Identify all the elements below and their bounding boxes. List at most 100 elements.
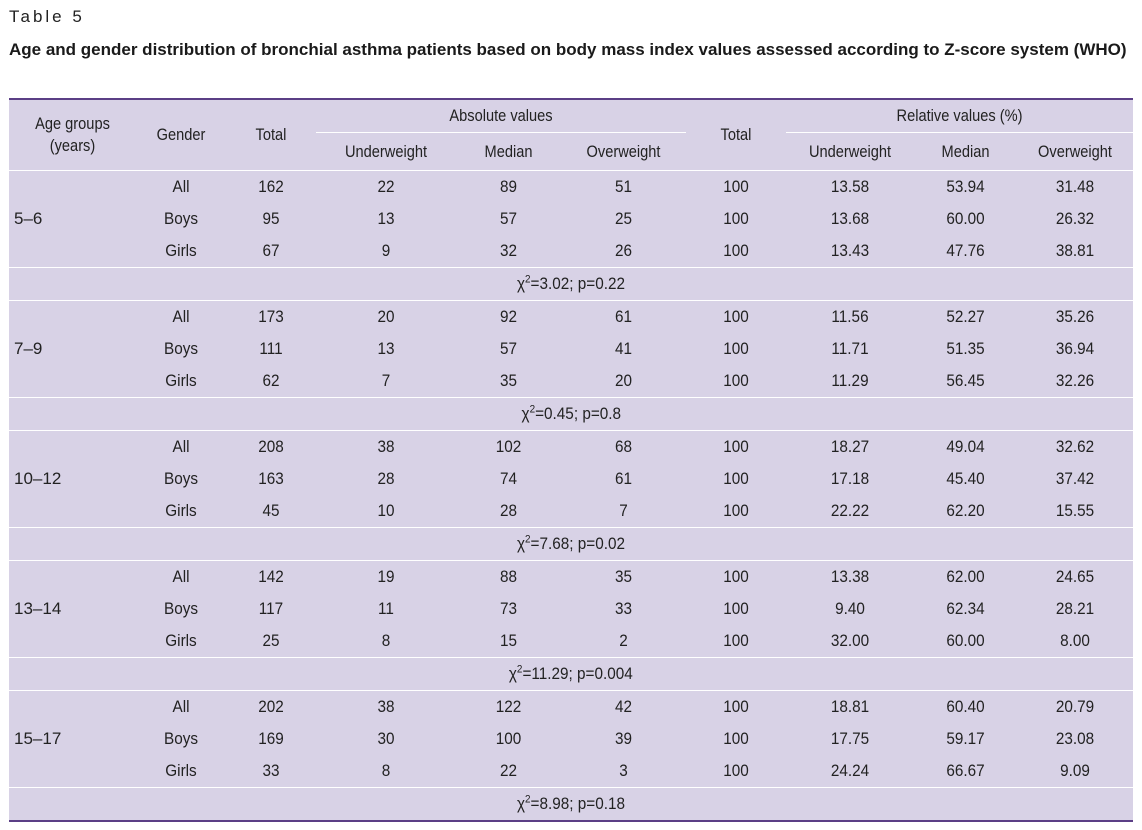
table-cell: 3 xyxy=(619,761,628,780)
chi-square-cell: χ2=0.45; p=0.8 xyxy=(9,397,1134,431)
table-cell: 35.26 xyxy=(1055,307,1095,326)
table-row: 10–12 All 208 38 102 68 100 18.27 49.04 32.62 xyxy=(9,431,1133,488)
p-value: 0.18 xyxy=(595,794,626,813)
p-value: 0.8 xyxy=(599,404,621,423)
header-relative-values: Relative values (%) xyxy=(810,99,1109,133)
table-cell: 100 xyxy=(723,567,749,586)
table-cell: 15 xyxy=(499,631,518,650)
chi-square-value: 11.29 xyxy=(531,664,569,683)
table-body: 5–6 All 162 22 89 51 100 13.58 53.94 31.48 Boys 95 1… xyxy=(9,171,1134,822)
table-row: 13–14 All 142 19 88 35 100 13.38 62.00 24.65 xyxy=(9,561,1133,618)
table-cell: All xyxy=(172,177,190,196)
table-cell: Boys xyxy=(163,729,199,748)
table-cell: 100 xyxy=(723,437,749,456)
table-cell: 42 xyxy=(614,697,633,716)
table-cell: 173 xyxy=(258,307,284,326)
chi-square-value: 8.98 xyxy=(539,794,570,813)
table-cell: 74 xyxy=(499,469,518,488)
table-cell: 62.20 xyxy=(946,501,985,520)
table-cell: 100 xyxy=(723,631,749,650)
table-cell: 33 xyxy=(614,599,633,618)
table-cell: 32.26 xyxy=(1055,371,1095,390)
age-group-cell: 13–14 xyxy=(14,599,62,618)
table-cell: 100 xyxy=(723,177,749,196)
table-cell: 100 xyxy=(723,241,749,260)
table-cell: 53.94 xyxy=(946,177,985,196)
table-cell: 24.65 xyxy=(1055,567,1095,586)
header-overweight: Overweight xyxy=(586,141,661,161)
table-cell: 11.71 xyxy=(831,339,869,358)
table-title: Age and gender distribution of bronchial… xyxy=(9,40,1127,59)
table-row: Boys 95 13 57 25 100 13.68 60.00 26.32 xyxy=(9,203,1133,235)
chi-square-value: 0.45 xyxy=(543,404,574,423)
table-cell: 163 xyxy=(258,469,284,488)
table-cell: 11.56 xyxy=(831,307,869,326)
table-row: Boys 117 11 73 33 100 9.40 62.34 28.21 xyxy=(9,593,1133,625)
table-cell: Boys xyxy=(163,209,199,228)
table-cell: 41 xyxy=(614,339,633,358)
table-cell: 35 xyxy=(614,567,633,586)
table-cell: Girls xyxy=(165,371,197,390)
table-cell: 45 xyxy=(262,501,280,520)
table-cell: Boys xyxy=(163,599,199,618)
table-cell: 100 xyxy=(723,307,749,326)
table-cell: 39 xyxy=(614,729,633,748)
table-cell: 7 xyxy=(619,501,628,520)
table-cell: 100 xyxy=(723,599,749,618)
table-cell: 100 xyxy=(723,697,749,716)
table-label: Table 5 xyxy=(9,7,85,26)
table-cell: 23.08 xyxy=(1055,729,1095,748)
table-cell: 25 xyxy=(614,209,633,228)
header-underweight: Underweight xyxy=(344,141,428,161)
table-row: Boys 169 30 100 39 100 17.75 59.17 23.08 xyxy=(9,723,1133,755)
table-cell: 57 xyxy=(499,209,518,228)
table-row: Boys 111 13 57 41 100 11.71 51.35 36.94 xyxy=(9,333,1133,365)
header-absolute-values: Absolute values xyxy=(341,99,661,133)
table-cell: Girls xyxy=(165,501,197,520)
table-cell: 8.00 xyxy=(1060,631,1090,650)
table-cell: Boys xyxy=(163,469,199,488)
table-cell: 142 xyxy=(258,567,284,586)
table-cell: 59.17 xyxy=(946,729,985,748)
table-cell: 37.42 xyxy=(1055,469,1095,488)
table-cell: 111 xyxy=(259,339,283,358)
table-cell: 67 xyxy=(262,241,280,260)
table-cell: 18.27 xyxy=(830,437,870,456)
table-cell: 20.79 xyxy=(1055,697,1095,716)
age-group-cell: 7–9 xyxy=(14,339,43,358)
table-cell: 9.40 xyxy=(835,599,865,618)
table-cell: 13.68 xyxy=(830,209,870,228)
table-cell: 62 xyxy=(262,371,280,390)
table-cell: 66.67 xyxy=(946,761,985,780)
table-cell: Girls xyxy=(165,761,197,780)
chi-square-cell: χ2=3.02; p=0.22 xyxy=(9,267,1134,301)
table-cell: 26.32 xyxy=(1055,209,1095,228)
header-total: Total xyxy=(255,125,287,144)
table-cell: 22 xyxy=(377,177,395,196)
table-cell: 8 xyxy=(381,631,391,650)
table-cell: 13.38 xyxy=(830,567,870,586)
table-cell: 61 xyxy=(614,307,633,326)
table-row: Girls 33 8 22 3 100 24.24 66.67 9.09 xyxy=(9,755,1133,788)
table-row: 15–17 All 202 38 122 42 100 18.81 60.40 20.79 xyxy=(9,691,1133,748)
table-cell: 62.34 xyxy=(946,599,985,618)
table-cell: 32 xyxy=(499,241,518,260)
table-cell: 100 xyxy=(495,729,522,748)
table-cell: 100 xyxy=(723,339,749,358)
table-cell: 89 xyxy=(499,177,518,196)
table-cell: 13.58 xyxy=(830,177,870,196)
table-cell: 57 xyxy=(499,339,518,358)
table-cell: 30 xyxy=(377,729,395,748)
table-cell: 25 xyxy=(262,631,280,650)
table-cell: 100 xyxy=(723,209,749,228)
table-cell: 117 xyxy=(258,599,284,618)
chi-square-value: 7.68 xyxy=(539,534,570,553)
table-cell: 35 xyxy=(499,371,518,390)
chi-square-cell: χ2=8.98; p=0.18 xyxy=(9,787,1134,822)
table-row: Girls 62 7 35 20 100 11.29 56.45 32.26 xyxy=(9,365,1133,398)
age-group-cell: 10–12 xyxy=(14,469,62,488)
table-row: 5–6 All 162 22 89 51 100 13.58 53.94 31.48 xyxy=(9,171,1133,228)
table-cell: 24.24 xyxy=(830,761,870,780)
table-row: Girls 67 9 32 26 100 13.43 47.76 38.81 xyxy=(9,235,1133,268)
table-cell: 28 xyxy=(377,469,395,488)
